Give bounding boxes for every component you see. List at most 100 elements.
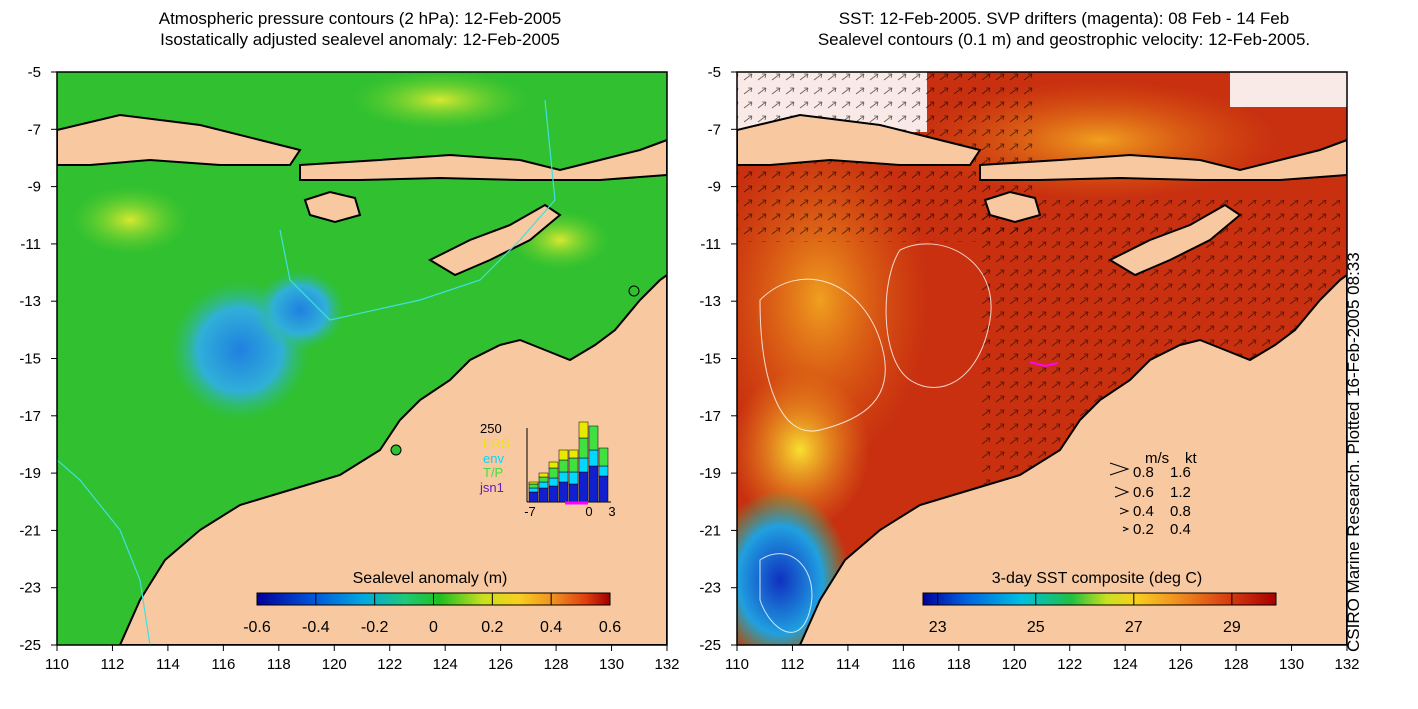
left-lat-tick-label: -15 [19,351,41,368]
sst-yellow-region [737,370,870,530]
left-axes: 110 112 114 116 118 120 122 124 126 128 130 132 -5 -7… [19,64,679,673]
left-lat-tick-label: -17 [19,408,41,425]
right-colorbar: 3-day SST composite (deg C) 23 25 27 29 [922,570,1277,636]
left-lon-tick-label: 118 [267,656,291,673]
velocity-arrow-2 [1114,486,1130,498]
left-pressure-contour-2 [279,99,556,321]
inset-xtick-3: 3 [608,504,615,519]
left-lon-tick-label: 114 [156,656,180,673]
right-map-title: SST: 12-Feb-2005. SVP drifters (magenta)… [710,8,1418,50]
velocity-ms-4: 0.2 [1133,521,1154,538]
high-anomaly-region-2 [350,72,530,130]
left-timor-island [427,203,562,277]
right-lat-tick-label: -5 [708,64,721,81]
inset-legend-tp: T/P [483,465,503,480]
left-lat-tick-label: -13 [19,293,41,310]
left-title-line2: Isostatically adjusted sealevel anomaly:… [160,30,560,49]
inset-bar-segment [548,477,559,487]
right-colorbar-label: 3-day SST composite (deg C) [992,570,1202,587]
right-lon-tick-label: 114 [836,656,860,673]
right-lat-tick-label: -21 [699,522,721,539]
inset-bar-segment [588,465,599,503]
left-lon-tick-label: 122 [377,656,402,673]
right-australia-land [798,273,1347,645]
right-lon-tick-label: 120 [1002,656,1027,673]
right-lat-tick-label: -7 [708,121,721,138]
inset-bar-segment [558,471,569,483]
left-lesser-sunda-islands [299,138,667,181]
right-colorbar-tick-label: 25 [1027,619,1045,636]
velocity-header-ms: m/s [1145,450,1169,467]
left-lat-tick-label: -9 [28,179,41,196]
right-lon-tick-label: 128 [1224,656,1249,673]
left-lat-tick-label: -7 [28,121,41,138]
left-colorbar-tick-label: 0 [429,619,438,636]
left-lon-tick-label: 124 [433,656,458,673]
left-colorbar-label: Sealevel anomaly (m) [353,570,508,587]
inset-bar-segment [538,472,549,478]
inset-legend-ers: ERS [483,436,510,451]
velocity-ms-1: 0.8 [1133,464,1154,481]
velocity-kt-1: 1.6 [1170,464,1191,481]
right-title-line1: SST: 12-Feb-2005. SVP drifters (magenta)… [838,9,1290,28]
inset-bar-segment [528,481,539,485]
left-map-title: Atmospheric pressure contours (2 hPa): 1… [0,8,720,50]
left-java-bali-land [57,113,302,166]
inset-bar-segment [568,483,579,503]
left-title-line1: Atmospheric pressure contours (2 hPa): 1… [158,9,562,28]
left-lon-tick-label: 130 [599,656,624,673]
inset-bar-segment [538,476,549,483]
inset-bar-segment [548,467,559,479]
inset-xtick-1: -7 [524,504,536,519]
inset-bar-segment [528,483,539,489]
velocity-arrow-4 [1122,526,1130,532]
credit-text: CSIRO Marine Research. Plotted 16-Feb-20… [1344,252,1363,652]
right-axes: 110 112 114 116 118 120 122 124 126 128 130 132 -5 -7… [699,64,1359,673]
left-colorbar-tick-label: -0.4 [302,619,330,636]
left-lat-tick-label: -19 [19,465,41,482]
svp-drifter-track [1029,361,1059,368]
inset-ymax-label: 250 [480,421,502,436]
inset-bar-segment [568,449,579,459]
sealevel-contour-1 [759,278,886,432]
velocity-kt-4: 0.4 [1170,521,1191,538]
inset-bar-segment [598,475,609,503]
inset-bar-segment [598,447,609,467]
inset-bar-segment [588,425,599,451]
inset-legend-jsn1: jsn1 [479,480,504,495]
right-lon-tick-label: 126 [1168,656,1193,673]
left-lon-tick-label: 120 [322,656,347,673]
right-title-line2: Sealevel contours (0.1 m) and geostrophi… [817,30,1311,49]
inset-bar-segment [558,459,569,473]
inset-bar-segment [568,471,579,485]
left-lon-tick-label: 112 [100,656,124,673]
left-colorbar-tick-label: -0.2 [361,619,389,636]
left-colorbar-tick-label: 0.6 [599,619,621,636]
cloud-mask-ne [1230,72,1347,107]
inset-bar-segment [548,485,559,503]
left-colorbar-tick-label: -0.6 [243,619,271,636]
right-lon-tick-label: 132 [1334,656,1359,673]
velocity-ms-3: 0.4 [1133,503,1154,520]
inset-bar-segment [538,487,549,503]
left-sumba-island [303,190,362,224]
inset-bar-segment [568,457,579,473]
tide-gauge-marker [390,444,402,456]
right-colorbar-tick-label: 29 [1223,619,1241,636]
right-map-area [737,72,1347,645]
sealevel-contour-3 [759,553,813,633]
right-lon-tick-label: 122 [1057,656,1082,673]
velocity-kt-2: 1.2 [1170,484,1191,501]
velocity-arrow-3 [1119,507,1130,515]
right-timor-island [1107,203,1242,277]
right-lat-tick-label: -19 [699,465,721,482]
right-java-bali-land [737,113,982,166]
right-lon-tick-label: 112 [780,656,804,673]
left-lat-tick-label: -23 [19,580,41,597]
left-map-area [57,72,667,645]
right-lesser-sunda-islands [979,138,1347,181]
left-colorbar-tick-label: 0.4 [540,619,562,636]
right-lat-tick-label: -25 [699,637,721,654]
low-anomaly-region-2 [255,270,345,350]
